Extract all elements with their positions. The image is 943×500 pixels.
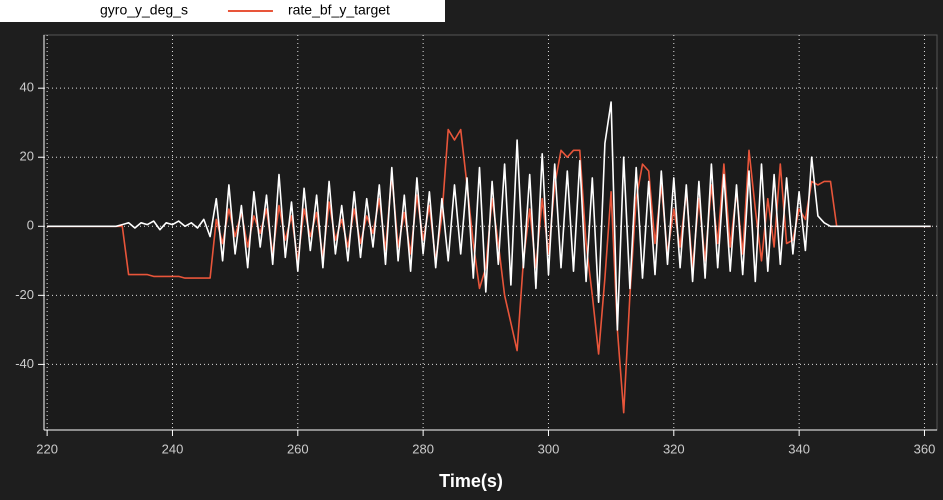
x-tick-label: 280 (412, 441, 434, 456)
y-tick-label: -20 (15, 287, 34, 302)
legend-box (0, 0, 445, 22)
x-tick-label: 220 (36, 441, 58, 456)
x-tick-label: 320 (663, 441, 685, 456)
y-tick-label: 0 (27, 218, 34, 233)
series-line (47, 101, 931, 331)
x-tick-label: 340 (788, 441, 810, 456)
legend-label: rate_bf_y_target (288, 2, 390, 18)
x-tick-label: 300 (538, 441, 560, 456)
y-tick-label: 40 (20, 80, 34, 95)
x-axis-label: Time(s) (439, 471, 503, 491)
x-tick-label: 240 (162, 441, 184, 456)
legend-label: gyro_y_deg_s (100, 2, 188, 18)
x-tick-label: 260 (287, 441, 309, 456)
legend: gyro_y_deg_s rate_bf_y_target (0, 0, 445, 22)
y-tick-label: 20 (20, 149, 34, 164)
y-tick-label: -40 (15, 356, 34, 371)
x-tick-label: 360 (914, 441, 936, 456)
